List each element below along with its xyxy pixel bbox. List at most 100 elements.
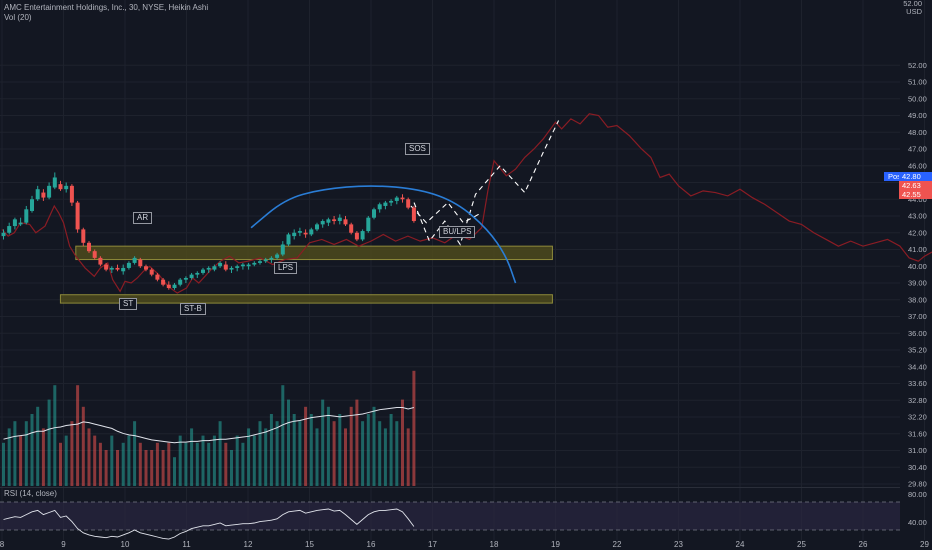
candle xyxy=(41,189,46,201)
volume-bar xyxy=(36,406,40,486)
candle xyxy=(206,266,211,273)
volume-bar xyxy=(161,450,165,486)
lps-label[interactable]: LPS xyxy=(274,262,298,274)
candle-body xyxy=(280,244,285,255)
rsi-legend[interactable]: RSI (14, close) xyxy=(4,489,57,498)
candle-body xyxy=(263,259,268,262)
volume-bar xyxy=(361,421,365,486)
volume-legend[interactable]: Vol (20) xyxy=(4,13,32,22)
candle-body xyxy=(81,229,86,243)
volume-bar xyxy=(281,385,285,486)
st-label[interactable]: ST xyxy=(119,298,138,310)
volume-bar xyxy=(321,399,325,486)
candle-body xyxy=(201,269,205,273)
x-tick-label: 17 xyxy=(428,540,437,549)
volume-bar xyxy=(7,428,11,486)
volume-bar xyxy=(184,442,188,486)
x-tick-label: 25 xyxy=(797,540,806,549)
candle xyxy=(7,222,12,235)
candle xyxy=(18,217,23,227)
candle-body xyxy=(52,177,57,188)
candle-body xyxy=(64,185,69,190)
candle-body xyxy=(406,199,411,208)
candle-body xyxy=(223,264,228,270)
price-axis[interactable]: 29.80 30.40 31.00 31.60 32.20 32.80 33.60 34.40… xyxy=(908,61,927,489)
volume-bar xyxy=(235,435,239,486)
candle xyxy=(337,214,342,225)
volume-bar xyxy=(167,442,171,486)
candle xyxy=(172,283,177,290)
sos-label[interactable]: SOS xyxy=(405,143,430,155)
y-tick-label: 52.00 xyxy=(908,61,927,70)
volume-bar xyxy=(24,421,28,486)
candle xyxy=(389,199,394,206)
candle xyxy=(258,259,262,265)
volume-bar xyxy=(401,399,404,486)
bu-lps-label[interactable]: BU/LPS xyxy=(439,226,476,238)
candle-body xyxy=(189,274,194,278)
accumulation-zones xyxy=(59,245,553,304)
candle-body xyxy=(178,279,183,285)
candle-body xyxy=(126,262,131,268)
candle xyxy=(235,264,240,272)
candle xyxy=(212,264,217,272)
volume-bar xyxy=(133,421,137,486)
candle-body xyxy=(218,262,223,267)
chart-title[interactable]: AMC Entertainment Holdings, Inc., 30, NY… xyxy=(4,3,209,12)
x-tick-label: 8 xyxy=(0,540,5,549)
y-tick-label: 49.00 xyxy=(908,111,927,120)
candle xyxy=(332,216,337,225)
candle xyxy=(411,205,416,223)
volume-bar xyxy=(110,435,114,486)
rsi-pane: 80.00 40.00 xyxy=(0,487,927,540)
projection-dashed-line-2 xyxy=(410,201,479,224)
candle-body xyxy=(87,242,91,252)
rsi-tick-label: 80.00 xyxy=(908,490,927,499)
candle-body xyxy=(7,226,12,233)
rsi-band xyxy=(0,502,900,530)
candle xyxy=(246,262,251,270)
currency-label: 52.00 USD xyxy=(903,0,922,16)
volume-bar xyxy=(383,428,387,486)
candle xyxy=(92,249,97,260)
y-tick-label: 44.00 xyxy=(908,195,927,204)
volume-bar xyxy=(241,442,245,486)
candle xyxy=(240,262,245,270)
candle-body xyxy=(161,279,166,285)
y-tick-label: 33.60 xyxy=(908,379,927,388)
zone-rect xyxy=(59,294,553,304)
x-tick-label: 26 xyxy=(859,540,868,549)
ar-label[interactable]: AR xyxy=(133,212,153,224)
volume-bar xyxy=(98,442,102,486)
y-tick-label: 39.00 xyxy=(908,279,927,288)
candle-body xyxy=(394,197,399,201)
candle-body xyxy=(258,261,262,263)
candle xyxy=(132,256,137,265)
candle-body xyxy=(183,277,188,280)
candle xyxy=(12,217,17,230)
volume-bar xyxy=(87,428,91,486)
volume-bar xyxy=(19,435,23,486)
candle xyxy=(372,207,376,220)
candle xyxy=(75,200,80,233)
volume-bar xyxy=(366,414,370,486)
volume-bar xyxy=(13,421,17,486)
candle xyxy=(104,262,109,272)
candle xyxy=(161,277,166,287)
st-b-label[interactable]: ST-B xyxy=(180,303,206,315)
y-tick-label: 37.00 xyxy=(908,312,927,321)
volume-bar xyxy=(372,406,376,486)
time-axis[interactable]: 8 9 10 11 12 15 16 17 18 19 22 23 24 25 26 29 xyxy=(0,540,929,549)
projection-lines xyxy=(1,113,932,294)
candle xyxy=(263,257,268,263)
volume-bar xyxy=(212,435,216,486)
last-price-tag: 42.63 xyxy=(899,181,932,190)
candle xyxy=(394,195,399,205)
candle-body xyxy=(12,219,17,227)
volume-bar xyxy=(258,421,262,486)
volume-bar xyxy=(173,457,176,486)
candle-body xyxy=(206,267,211,270)
candle xyxy=(178,277,183,287)
candle-body xyxy=(275,254,280,258)
